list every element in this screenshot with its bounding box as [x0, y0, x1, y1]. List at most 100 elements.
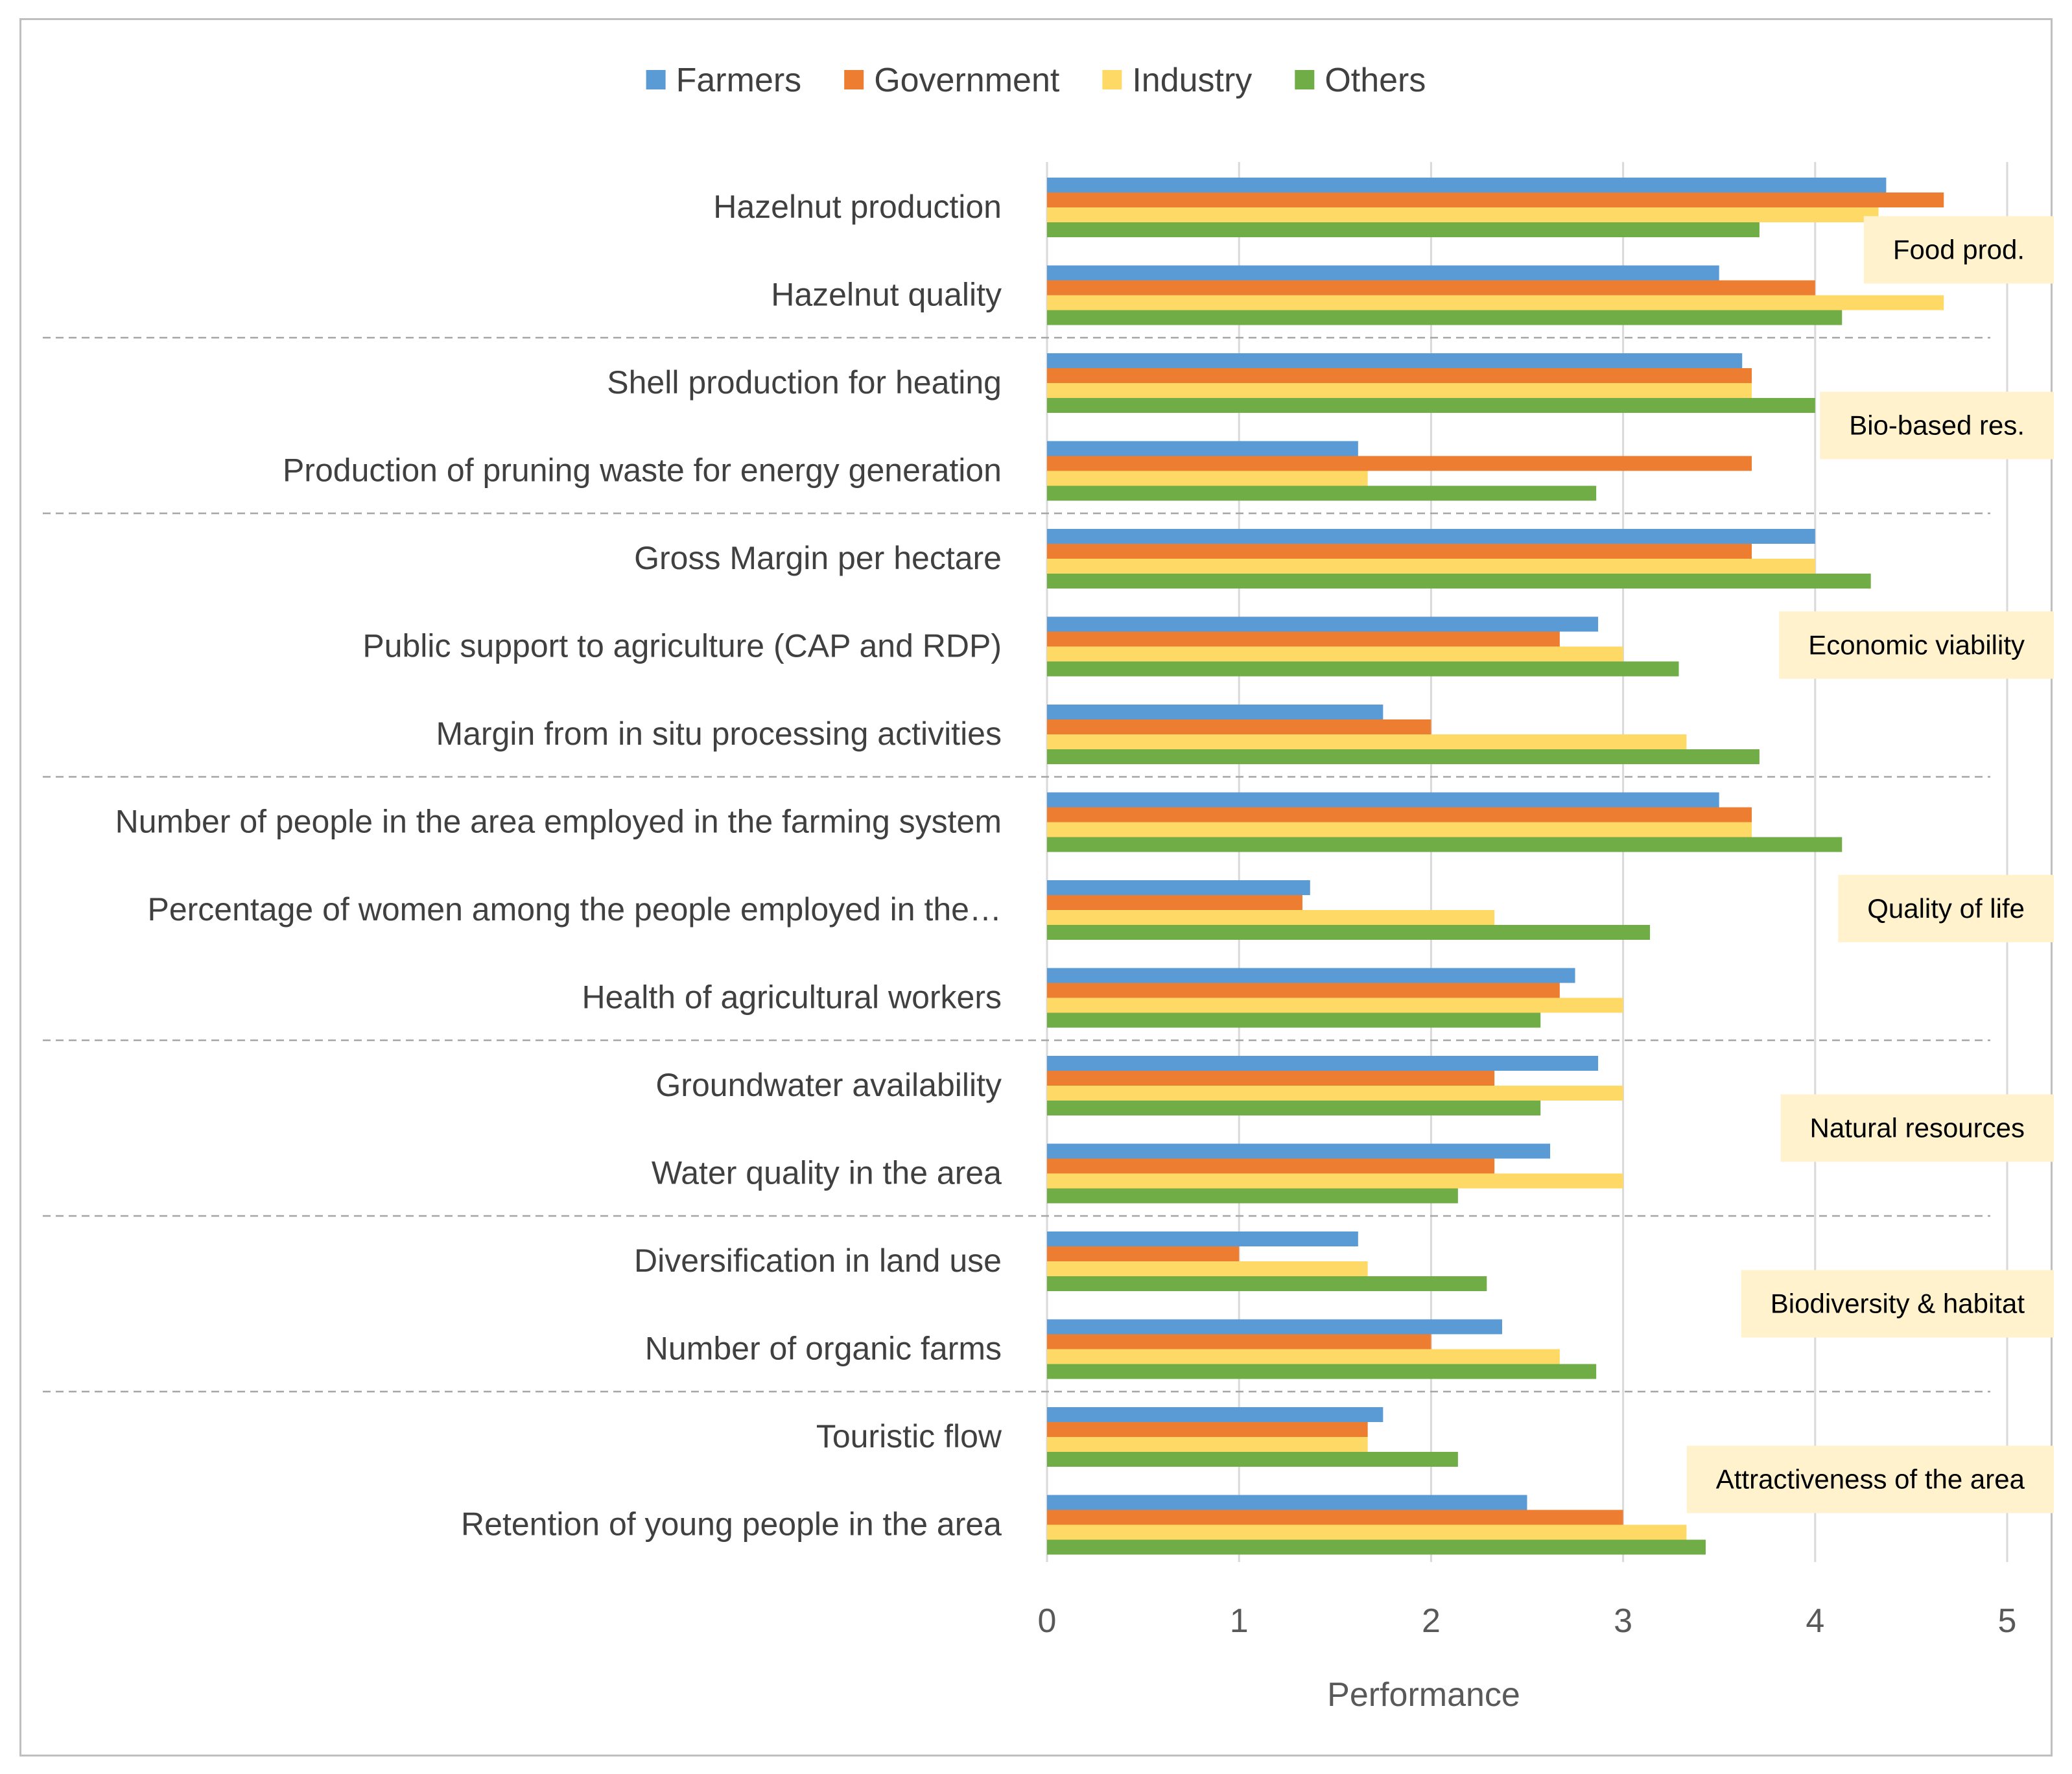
- bar-government-4: [1047, 456, 1752, 471]
- legend-label: Industry: [1132, 62, 1252, 99]
- bar-others-9: [1047, 925, 1651, 940]
- bar-others-11: [1047, 1101, 1541, 1115]
- group-label-text: Bio-based res.: [1849, 410, 2025, 441]
- bar-industry-16: [1047, 1524, 1687, 1540]
- category-label: Number of people in the area employed in…: [115, 804, 1002, 840]
- bar-industry-10: [1047, 998, 1623, 1013]
- group-label-box: [1686, 1445, 2054, 1513]
- bar-farmers-13: [1047, 1231, 1358, 1246]
- bar-industry-9: [1047, 910, 1495, 925]
- bar-industry-7: [1047, 734, 1687, 749]
- bar-government-10: [1047, 983, 1560, 998]
- x-tick-label: 0: [1038, 1602, 1057, 1640]
- bar-farmers-16: [1047, 1495, 1527, 1510]
- legend-swatch-government: [844, 70, 864, 89]
- bar-industry-1: [1047, 207, 1879, 222]
- bar-industry-5: [1047, 559, 1815, 574]
- category-labels: Hazelnut production Hazelnut quality Shell…: [115, 189, 1002, 1543]
- x-axis-label: Performance: [1327, 1676, 1520, 1714]
- bar-others-16: [1047, 1539, 1706, 1555]
- category-label: Public support to agriculture (CAP and R…: [362, 628, 1002, 664]
- bar-others-5: [1047, 574, 1871, 589]
- bar-farmers-11: [1047, 1056, 1599, 1071]
- bar-farmers-8: [1047, 792, 1719, 808]
- group-label-box: [1741, 1270, 2054, 1338]
- bar-industry-6: [1047, 646, 1623, 662]
- bar-farmers-2: [1047, 265, 1719, 281]
- bar-farmers-9: [1047, 880, 1310, 895]
- x-tick-label: 4: [1806, 1602, 1824, 1640]
- x-tick-label: 5: [1998, 1602, 2017, 1640]
- bar-others-7: [1047, 749, 1760, 764]
- category-label: Production of pruning waste for energy g…: [283, 452, 1002, 489]
- group-label-box: [1820, 391, 2054, 460]
- bar-farmers-15: [1047, 1407, 1383, 1422]
- bar-industry-3: [1047, 383, 1752, 398]
- category-label: Margin from in situ processing activitie…: [436, 716, 1002, 752]
- bar-others-3: [1047, 398, 1815, 413]
- x-tick-label: 2: [1422, 1602, 1441, 1640]
- bar-others-6: [1047, 661, 1679, 677]
- group-label-text: Attractiveness of the area: [1716, 1464, 2025, 1495]
- bar-farmers-5: [1047, 529, 1815, 544]
- group-label-box: [1863, 216, 2054, 284]
- bar-government-5: [1047, 544, 1752, 559]
- legend-swatch-farmers: [646, 70, 666, 89]
- bar-farmers-10: [1047, 968, 1575, 983]
- bar-others-14: [1047, 1364, 1597, 1379]
- legend-item-industry: Industry: [1102, 62, 1252, 99]
- bar-others-15: [1047, 1452, 1458, 1467]
- bar-industry-13: [1047, 1261, 1368, 1276]
- bars: [1047, 178, 1944, 1555]
- category-label: Retention of young people in the area: [461, 1506, 1002, 1543]
- group-label-text: Economic viability: [1808, 629, 2025, 660]
- bar-industry-4: [1047, 471, 1368, 486]
- category-label: Hazelnut production: [713, 189, 1002, 225]
- legend-swatch-industry: [1102, 70, 1122, 89]
- bar-government-13: [1047, 1246, 1240, 1261]
- category-label: Diversification in land use: [634, 1243, 1002, 1279]
- bar-government-9: [1047, 895, 1302, 910]
- legend-swatch-others: [1295, 70, 1315, 89]
- bar-farmers-3: [1047, 353, 1743, 368]
- bar-others-10: [1047, 1012, 1541, 1028]
- group-label-box: [1838, 874, 2054, 942]
- bar-government-1: [1047, 193, 1944, 207]
- group-label-box: [1779, 611, 2054, 679]
- category-label: Water quality in the area: [652, 1155, 1002, 1191]
- bar-others-12: [1047, 1188, 1458, 1204]
- bar-government-12: [1047, 1158, 1495, 1174]
- bar-others-1: [1047, 222, 1760, 237]
- category-label: Gross Margin per hectare: [634, 540, 1002, 576]
- group-label-text: Food prod.: [1893, 235, 2025, 265]
- bar-others-4: [1047, 485, 1597, 501]
- category-label: Groundwater availability: [655, 1067, 1002, 1103]
- bar-government-14: [1047, 1334, 1431, 1349]
- category-label: Health of agricultural workers: [582, 979, 1002, 1016]
- legend-label: Farmers: [676, 62, 802, 99]
- x-tick-labels: 0 1 2 3 4 5: [1038, 1602, 2017, 1640]
- bar-others-13: [1047, 1276, 1487, 1291]
- bar-industry-8: [1047, 822, 1752, 837]
- bar-industry-15: [1047, 1437, 1368, 1452]
- bar-industry-14: [1047, 1349, 1560, 1364]
- group-label-text: Quality of life: [1867, 893, 2025, 924]
- legend-item-farmers: Farmers: [646, 62, 802, 99]
- bar-government-15: [1047, 1422, 1368, 1437]
- bar-others-8: [1047, 837, 1842, 852]
- legend-label: Government: [874, 62, 1060, 99]
- category-label: Hazelnut quality: [771, 277, 1002, 313]
- x-tick-label: 3: [1614, 1602, 1632, 1640]
- legend: Farmers Government Industry Others: [646, 62, 1426, 99]
- bar-farmers-6: [1047, 616, 1599, 632]
- bar-farmers-14: [1047, 1319, 1502, 1335]
- group-labels: Food prod. Bio-based res. Economic viabili…: [1686, 216, 2054, 1513]
- category-label: Percentage of women among the people emp…: [147, 891, 1002, 928]
- group-label-box: [1780, 1094, 2054, 1162]
- legend-item-government: Government: [844, 62, 1060, 99]
- group-label-text: Biodiversity & habitat: [1771, 1289, 2025, 1319]
- bar-industry-12: [1047, 1173, 1623, 1189]
- category-label: Shell production for heating: [607, 364, 1002, 401]
- bar-farmers-7: [1047, 705, 1383, 719]
